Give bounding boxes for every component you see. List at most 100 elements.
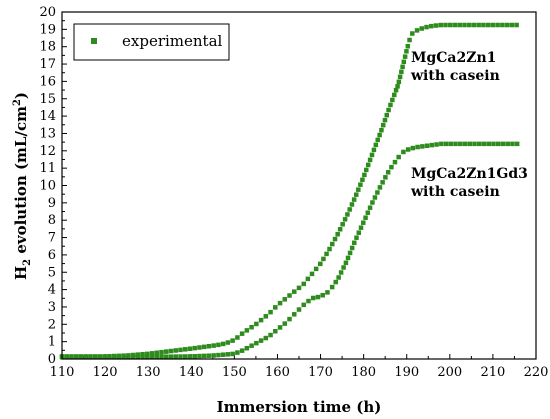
y-axis-title: H2 evolution (mL/cm2) [12,92,33,280]
series-2-marker [78,355,84,360]
y-tick-label: 20 [39,5,56,20]
series-2-marker [375,190,380,195]
y-tick-label: 18 [39,40,56,55]
series-1-marker [347,207,352,212]
series-2-marker [154,354,160,360]
series-1-marker [318,261,323,267]
series-2-marker [333,279,338,285]
series-2-marker [187,354,193,359]
series-2-marker [73,355,79,360]
series-1-marker [407,37,412,43]
series-1-marker [305,276,311,282]
y-axis-title-superscript: 2 [12,99,23,106]
plot-frame [61,11,537,360]
series-1-marker [149,351,155,356]
series-1-marker [375,137,380,143]
series-2-marker [439,141,444,147]
series-1-marker [369,152,375,158]
series-1-marker [249,324,254,330]
series-1-marker [443,22,448,28]
series-2-marker [97,355,103,360]
y-tick-label: 10 [39,179,56,194]
y-tick-label: 3 [48,300,56,315]
x-tick-label: 130 [136,365,161,380]
series-2-marker [230,351,235,357]
series-1-marker [433,23,439,28]
series-1-marker [277,300,283,306]
y-axis-title-main: H [12,266,30,280]
series-1-marker [476,22,481,28]
series-1-marker [402,54,408,59]
series-1-marker [192,345,197,351]
y-tick-label: 15 [39,92,56,107]
series-1-marker [514,22,519,28]
series-1-marker [159,349,164,355]
series-1-marker [135,352,141,357]
x-tick-label: 110 [50,365,75,380]
series-1-marker [466,22,472,28]
series-1-marker [258,317,264,323]
series-2-marker [481,141,487,147]
series-1-marker [301,281,306,287]
series-1-marker [140,352,145,357]
y-axis-title-rest: evolution (mL/cm [12,106,30,259]
series-2-marker [135,354,141,360]
series-2-marker [356,230,362,235]
series-2-marker [467,141,473,147]
series-2-marker [443,141,449,147]
series-1-marker [340,222,345,227]
series-1-marker [364,167,369,173]
series-2-marker [415,144,420,150]
series-2-marker [367,205,373,210]
series-1-marker [216,342,221,348]
series-1-marker [457,22,462,28]
series-2-marker [310,295,316,301]
legend-label: experimental [122,32,223,50]
series-1-marker [393,87,399,93]
series-2-marker [273,328,278,334]
series-2-marker [83,355,88,360]
series-1-marker [490,22,496,28]
series-2-marker [363,215,368,220]
annotation-series-2-line-1: MgCa2Zn1Gd3 [411,166,528,182]
series-1-marker [358,182,363,187]
series-1-marker [462,22,467,28]
series-2-marker [225,352,231,357]
series-2-marker [277,325,283,330]
series-2-marker [410,145,416,151]
series-2-marker [130,354,136,360]
series-1-marker [345,212,350,217]
series-2-marker [88,355,93,360]
x-tick-label: 150 [222,365,247,380]
data-markers [59,22,520,360]
y-tick-label: 16 [39,74,56,89]
series-1-marker [273,305,278,310]
series-2-marker [220,352,226,357]
series-1-marker [330,241,335,247]
series-1-marker [392,92,397,98]
x-tick-label: 160 [265,365,290,380]
series-1-marker [388,102,393,108]
x-tick-label: 220 [524,365,549,380]
series-1-marker [313,266,319,272]
series-1-marker [414,28,420,33]
series-1-marker [296,285,302,291]
series-2-marker [453,141,458,147]
series-1-marker [382,117,388,123]
series-1-marker [481,22,486,28]
series-1-marker [254,321,259,327]
series-2-marker [401,149,406,155]
series-1-marker [263,314,269,319]
series-1-marker [309,271,315,277]
series-2-marker [505,141,510,147]
series-1-marker [287,293,292,298]
series-1-marker [235,335,240,340]
series-2-marker [472,141,477,147]
series-2-marker [140,354,145,360]
y-tick-label: 2 [48,317,56,332]
series-2-marker [263,335,269,341]
y-tick-label: 1 [48,335,56,350]
series-2-marker [145,354,150,360]
series-1-marker [362,172,367,178]
series-1-marker [401,59,407,65]
